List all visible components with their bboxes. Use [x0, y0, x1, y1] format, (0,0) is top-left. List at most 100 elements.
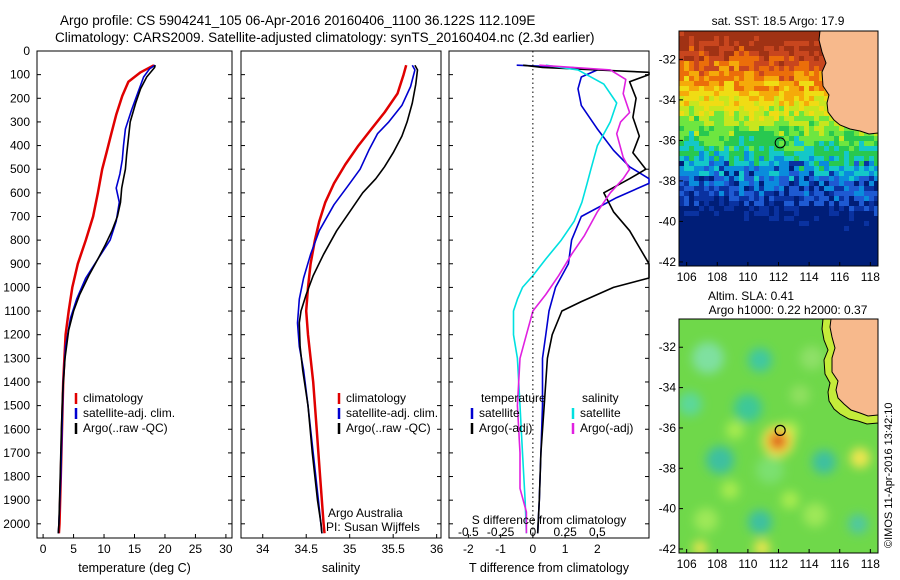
sst-cell — [819, 121, 824, 126]
sst-cell — [719, 191, 724, 196]
sst-cell — [804, 236, 809, 241]
sst-cell — [859, 161, 864, 166]
sst-cell — [709, 66, 714, 71]
sst-cell — [709, 91, 714, 96]
sst-cell — [719, 121, 724, 126]
sst-cell — [719, 91, 724, 96]
sst-cell — [834, 176, 839, 181]
sst-cell — [784, 206, 789, 211]
depth-tick-label: 500 — [10, 162, 30, 176]
sst-cell — [724, 81, 729, 86]
sst-cell — [864, 236, 869, 241]
sst-cell — [699, 96, 704, 101]
sst-cell — [759, 256, 764, 261]
sst-cell — [794, 191, 799, 196]
sla-map-xtick-label: 112 — [769, 557, 788, 571]
sst-cell — [849, 186, 854, 191]
sst-cell — [784, 101, 789, 106]
sst-cell — [694, 246, 699, 251]
sst-cell — [689, 226, 694, 231]
sst-cell — [744, 191, 749, 196]
sst-cell — [839, 256, 844, 261]
sst-cell — [809, 51, 814, 56]
sst-cell — [834, 131, 839, 136]
sst-cell — [759, 251, 764, 256]
sst-cell — [839, 236, 844, 241]
sst-cell — [759, 261, 764, 266]
sst-cell — [754, 231, 759, 236]
sst-cell — [799, 171, 804, 176]
sst-cell — [749, 116, 754, 121]
sst-cell — [699, 141, 704, 146]
temperature-xtick-label: 5 — [70, 542, 77, 556]
sst-cell — [864, 176, 869, 181]
sst-cell — [719, 56, 724, 61]
depth-tick-label: 1200 — [3, 328, 30, 342]
sst-cell — [689, 161, 694, 166]
sst-cell — [749, 106, 754, 111]
sst-cell — [679, 46, 684, 51]
sst-cell — [764, 66, 769, 71]
sst-cell — [679, 76, 684, 81]
sst-cell — [769, 176, 774, 181]
sst-cell — [699, 151, 704, 156]
sst-cell — [734, 86, 739, 91]
sst-cell — [874, 146, 878, 151]
sst-cell — [769, 251, 774, 256]
sst-cell — [709, 71, 714, 76]
sst-cell — [759, 246, 764, 251]
sst-cell — [784, 141, 789, 146]
sst-cell — [759, 116, 764, 121]
sst-cell — [779, 101, 784, 106]
sst-cell — [699, 81, 704, 86]
sst-cell — [814, 101, 819, 106]
sst-cell — [704, 61, 709, 66]
salinity-xtick-label: 35 — [343, 542, 357, 556]
sst-cell — [794, 246, 799, 251]
sst-cell — [829, 161, 834, 166]
sst-cell — [804, 66, 809, 71]
sst-cell — [724, 51, 729, 56]
sst-cell — [689, 261, 694, 266]
sst-cell — [799, 46, 804, 51]
sst-cell — [709, 186, 714, 191]
sst-cell — [704, 146, 709, 151]
sst-cell — [784, 131, 789, 136]
sst-cell — [734, 136, 739, 141]
sst-cell — [749, 36, 754, 41]
sst-cell — [709, 51, 714, 56]
sst-cell — [719, 196, 724, 201]
sst-cell — [699, 101, 704, 106]
sst-cell — [679, 161, 684, 166]
sst-cell — [694, 96, 699, 101]
sst-cell — [819, 116, 824, 121]
sst-cell — [724, 176, 729, 181]
sst-cell — [704, 256, 709, 261]
depth-tick-label: 600 — [10, 186, 30, 200]
sst-cell — [724, 116, 729, 121]
sst-cell — [809, 41, 814, 46]
sst-cell — [679, 116, 684, 121]
sst-cell — [694, 86, 699, 91]
temperature-xtick-label: 25 — [189, 542, 203, 556]
sst-cell — [714, 121, 719, 126]
sla-blob-high — [773, 436, 783, 446]
sst-cell — [784, 146, 789, 151]
sst-cell — [809, 166, 814, 171]
sla-map-xtick-label: 114 — [800, 557, 819, 571]
sst-cell — [794, 131, 799, 136]
sst-cell — [844, 131, 849, 136]
sst-cell — [819, 106, 824, 111]
sst-cell — [709, 156, 714, 161]
sst-cell — [704, 56, 709, 61]
sst-cell — [809, 126, 814, 131]
sst-cell — [719, 226, 724, 231]
salinity-xtick-label: 36 — [430, 542, 444, 556]
sst-cell — [704, 76, 709, 81]
sst-cell — [709, 96, 714, 101]
sst-cell — [724, 221, 729, 226]
sst-cell — [689, 131, 694, 136]
sst-cell — [874, 241, 878, 246]
sst-cell — [684, 151, 689, 156]
sst-cell — [789, 136, 794, 141]
